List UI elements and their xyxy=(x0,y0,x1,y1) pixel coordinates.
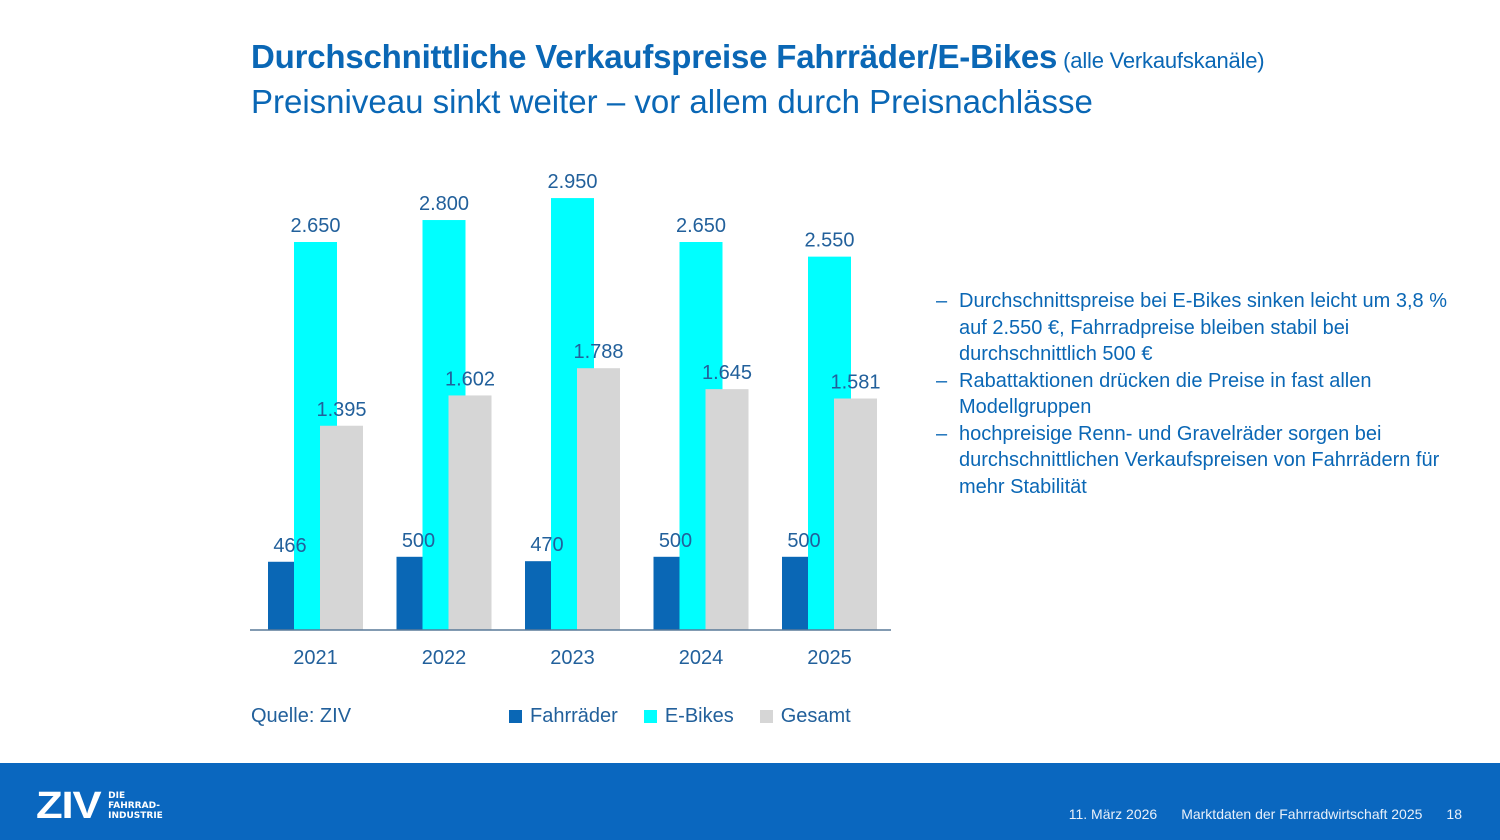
footer-date: 11. März 2026 xyxy=(1068,806,1158,822)
bar-gesamt-2025 xyxy=(834,398,877,630)
bullet-text: Durchschnittspreise bei E-Bikes sinken l… xyxy=(959,290,1447,365)
value-label-ebikes-2022: 2.800 xyxy=(419,193,469,215)
logo-line: DIE xyxy=(108,791,126,801)
value-label-ebikes-2024: 2.650 xyxy=(676,215,726,237)
bullet-text: hochpreisige Renn- und Gravelräder sorge… xyxy=(959,422,1440,498)
value-label-fahrraeder-2021: 466 xyxy=(273,535,306,557)
ziv-logo: ZIV DIE FAHRRAD- INDUSTRIE xyxy=(36,787,163,825)
legend-swatch-gesamt xyxy=(759,710,773,723)
bar-fahrraeder-2022 xyxy=(396,556,423,630)
chart-bars xyxy=(268,198,877,631)
slide-title-main: Durchschnittliche Verkaufspreise Fahrräd… xyxy=(251,38,1058,75)
legend-swatch-ebikes xyxy=(643,710,657,723)
value-label-ebikes-2025: 2.550 xyxy=(804,230,854,252)
bar-gesamt-2021 xyxy=(320,425,363,630)
bullet-dash: – xyxy=(936,422,948,445)
value-label-ebikes-2023: 2.950 xyxy=(547,171,597,193)
footer-page-number: 18 xyxy=(1446,806,1462,822)
value-label-gesamt-2025: 1.581 xyxy=(830,372,880,394)
bullet-item: – Rabattaktionen drücken die Preise in fa… xyxy=(936,368,1476,421)
value-label-fahrraeder-2022: 500 xyxy=(402,530,435,552)
legend-item-fahrraeder: Fahrräder xyxy=(509,705,618,728)
key-findings-list: – Durchschnittspreise bei E-Bikes sinken … xyxy=(936,288,1476,500)
bar-gesamt-2022 xyxy=(448,395,492,630)
value-label-gesamt-2023: 1.788 xyxy=(573,341,623,363)
logo-text: DIE FAHRRAD- INDUSTRIE xyxy=(108,791,163,821)
x-tick-label-2025: 2025 xyxy=(807,647,852,669)
value-label-fahrraeder-2025: 500 xyxy=(787,530,820,552)
bar-gesamt-2023 xyxy=(577,368,620,630)
value-label-gesamt-2022: 1.602 xyxy=(445,368,495,390)
bar-gesamt-2024 xyxy=(705,389,749,630)
value-label-fahrraeder-2023: 470 xyxy=(530,534,563,556)
x-tick-label-2024: 2024 xyxy=(679,647,724,669)
chart-legend: Fahrräder E-Bikes Gesamt xyxy=(509,705,851,728)
legend-label-gesamt: Gesamt xyxy=(780,705,851,727)
chart-value-labels: 466 2.650 1.395 500 2.800 1.602 470 2.950 1.788 5… xyxy=(273,171,880,557)
x-axis-labels: 2021 2022 2023 2024 2025 xyxy=(293,647,852,669)
bullet-dash: – xyxy=(936,290,948,312)
x-tick-label-2021: 2021 xyxy=(293,647,338,669)
slide-title-suffix: (alle Verkaufskanäle) xyxy=(1063,48,1265,73)
bullet-dash: – xyxy=(936,369,948,392)
logo-mark: ZIV xyxy=(36,785,102,827)
x-tick-label-2023: 2023 xyxy=(550,647,595,669)
legend-swatch-fahrraeder xyxy=(509,710,522,723)
slide-subtitle: Preisniveau sinkt weiter – vor allem dur… xyxy=(251,83,1093,120)
bar-fahrraeder-2021 xyxy=(268,561,294,630)
footer-meta: 11. März 2026 Marktdaten der Fahrradwirt… xyxy=(1069,806,1462,822)
bar-chart: 466 2.650 1.395 500 2.800 1.602 470 2.950 1.788 5… xyxy=(250,171,891,669)
value-label-fahrraeder-2024: 500 xyxy=(659,530,692,552)
legend-item-gesamt: Gesamt xyxy=(759,705,851,728)
footer-doc-title: Marktdaten der Fahrradwirtschaft 2025 xyxy=(1181,806,1423,822)
bullet-text: Rabattaktionen drücken die Preise in fas… xyxy=(959,369,1372,419)
bar-fahrraeder-2023 xyxy=(525,561,551,630)
x-tick-label-2022: 2022 xyxy=(422,647,467,669)
legend-item-ebikes: E-Bikes xyxy=(643,705,734,728)
value-label-gesamt-2021: 1.395 xyxy=(316,399,366,421)
value-label-ebikes-2021: 2.650 xyxy=(290,215,340,237)
bullet-item: – Durchschnittspreise bei E-Bikes sinken … xyxy=(936,288,1476,368)
footer-bar: ZIV DIE FAHRRAD- INDUSTRIE 11. März 2026… xyxy=(0,763,1500,840)
logo-line: INDUSTRIE xyxy=(108,811,163,821)
bar-fahrraeder-2025 xyxy=(782,556,808,630)
bar-fahrraeder-2024 xyxy=(653,556,680,630)
chart-source: Quelle: ZIV xyxy=(251,705,352,727)
bullet-item: – hochpreisige Renn- und Gravelräder sorg… xyxy=(936,421,1476,501)
logo-line: FAHRRAD- xyxy=(108,801,160,811)
value-label-gesamt-2024: 1.645 xyxy=(702,362,752,384)
legend-label-fahrraeder: Fahrräder xyxy=(530,705,618,727)
legend-label-ebikes: E-Bikes xyxy=(664,705,734,727)
slide-title: Durchschnittliche Verkaufspreise Fahrräd… xyxy=(251,38,1265,76)
